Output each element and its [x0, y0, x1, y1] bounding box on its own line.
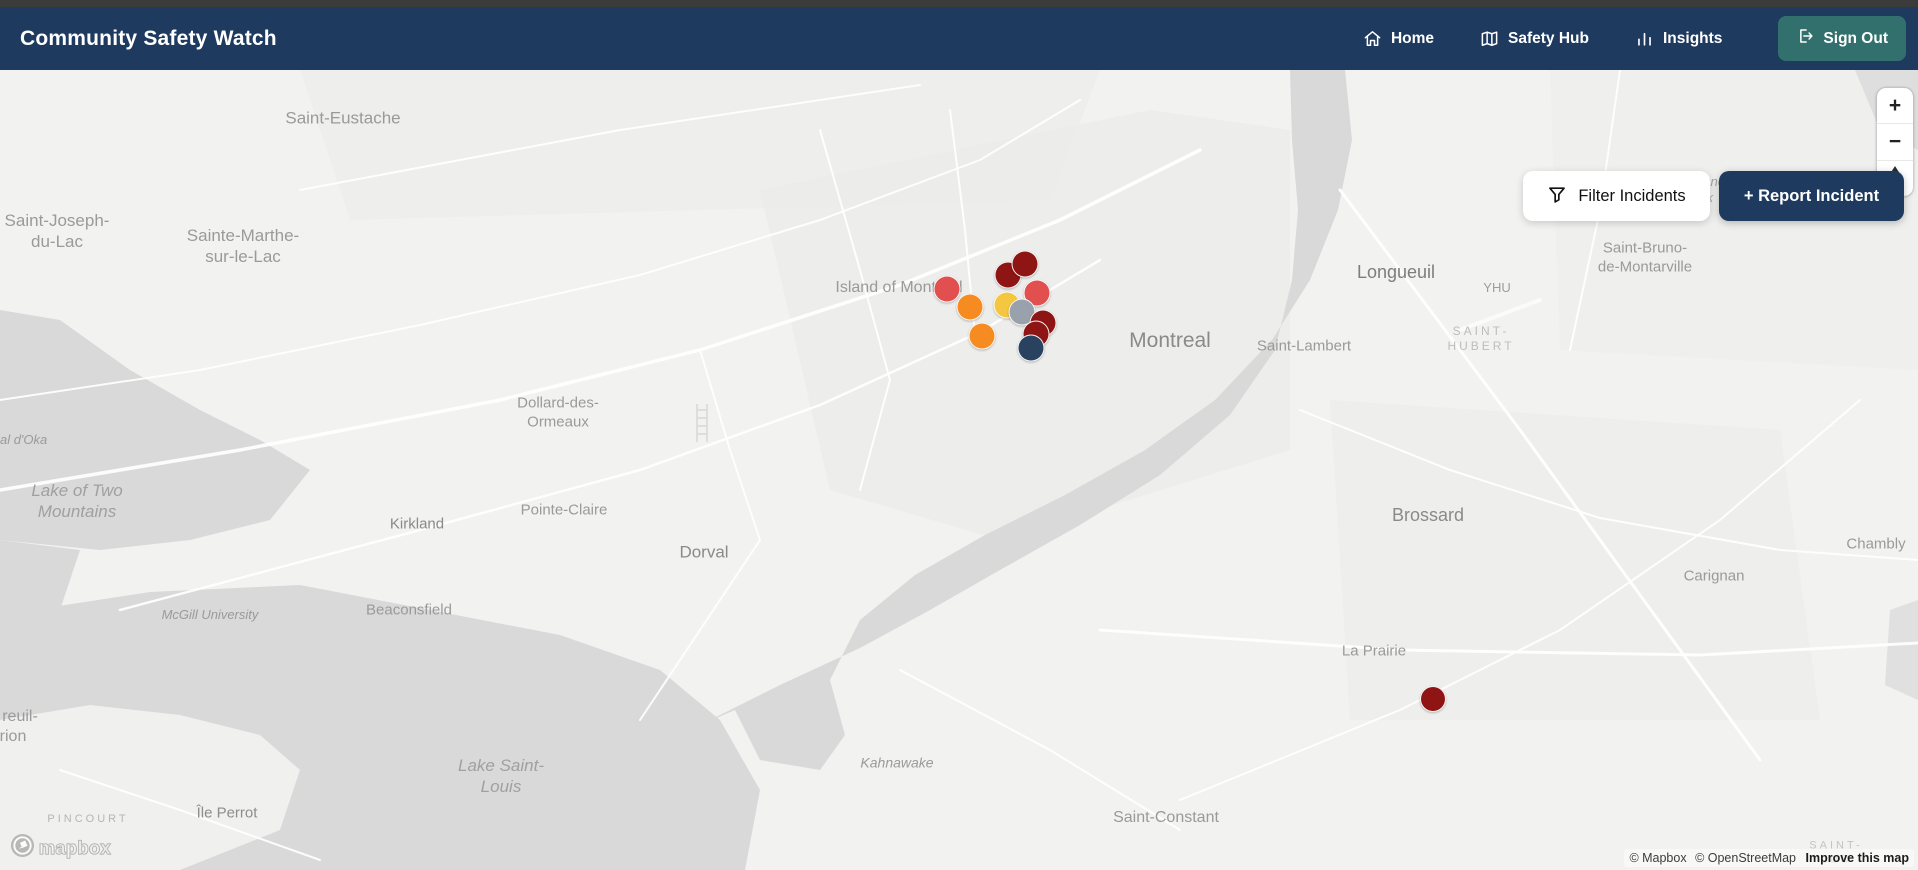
report-incident-button[interactable]: + Report Incident: [1719, 171, 1904, 221]
nav-item-home[interactable]: Home: [1363, 29, 1434, 48]
nav-item-label: Home: [1390, 29, 1435, 47]
nav-item-safety-hub[interactable]: Safety Hub: [1480, 29, 1589, 48]
nav-item-label: Insights: [1663, 29, 1723, 47]
funnel-icon: [1547, 184, 1567, 209]
mapbox-logo-icon: [10, 833, 35, 863]
incident-marker[interactable]: [933, 275, 961, 303]
map-canvas[interactable]: Saint-Eustache Saint-Joseph- du-Lac Sainte…: [0, 70, 1918, 870]
sign-out-icon: [1796, 27, 1814, 50]
incident-marker[interactable]: [968, 322, 996, 350]
mapbox-wordmark: mapbox: [38, 837, 112, 858]
nav-item-insights[interactable]: Insights: [1635, 29, 1722, 48]
app-header: Community Safety Watch Home Safety Hub: [0, 7, 1918, 70]
browser-top-strip: [0, 0, 1918, 7]
map-icon: [1480, 29, 1499, 48]
zoom-in-button[interactable]: +: [1888, 93, 1902, 117]
osm-attribution-link[interactable]: © OpenStreetMap: [1695, 851, 1797, 865]
bar-chart-icon: [1635, 29, 1654, 48]
map-base: [0, 70, 1918, 870]
incident-marker[interactable]: [1420, 686, 1446, 712]
mapbox-logo[interactable]: mapbox: [10, 833, 111, 863]
nav-item-label: Safety Hub: [1508, 29, 1589, 47]
filter-incidents-label: Filter Incidents: [1578, 186, 1686, 205]
main-nav: Home Safety Hub Insights: [1363, 16, 1906, 61]
filter-incidents-button[interactable]: Filter Incidents: [1523, 171, 1710, 221]
incident-marker[interactable]: [1017, 334, 1045, 362]
sign-out-button[interactable]: Sign Out: [1778, 16, 1906, 61]
app-title: Community Safety Watch: [20, 26, 277, 50]
incident-marker[interactable]: [1011, 250, 1039, 278]
map-markers-layer: [0, 70, 1918, 870]
home-icon: [1363, 29, 1382, 48]
mapbox-attribution-link[interactable]: © Mapbox: [1629, 851, 1687, 865]
map-attribution: © Mapbox © OpenStreetMap Improve this ma…: [1624, 849, 1914, 867]
sign-out-label: Sign Out: [1823, 29, 1888, 47]
incident-marker[interactable]: [956, 293, 984, 321]
improve-map-link[interactable]: Improve this map: [1805, 851, 1910, 865]
zoom-out-button[interactable]: −: [1877, 123, 1913, 159]
report-incident-label: + Report Incident: [1743, 186, 1880, 205]
